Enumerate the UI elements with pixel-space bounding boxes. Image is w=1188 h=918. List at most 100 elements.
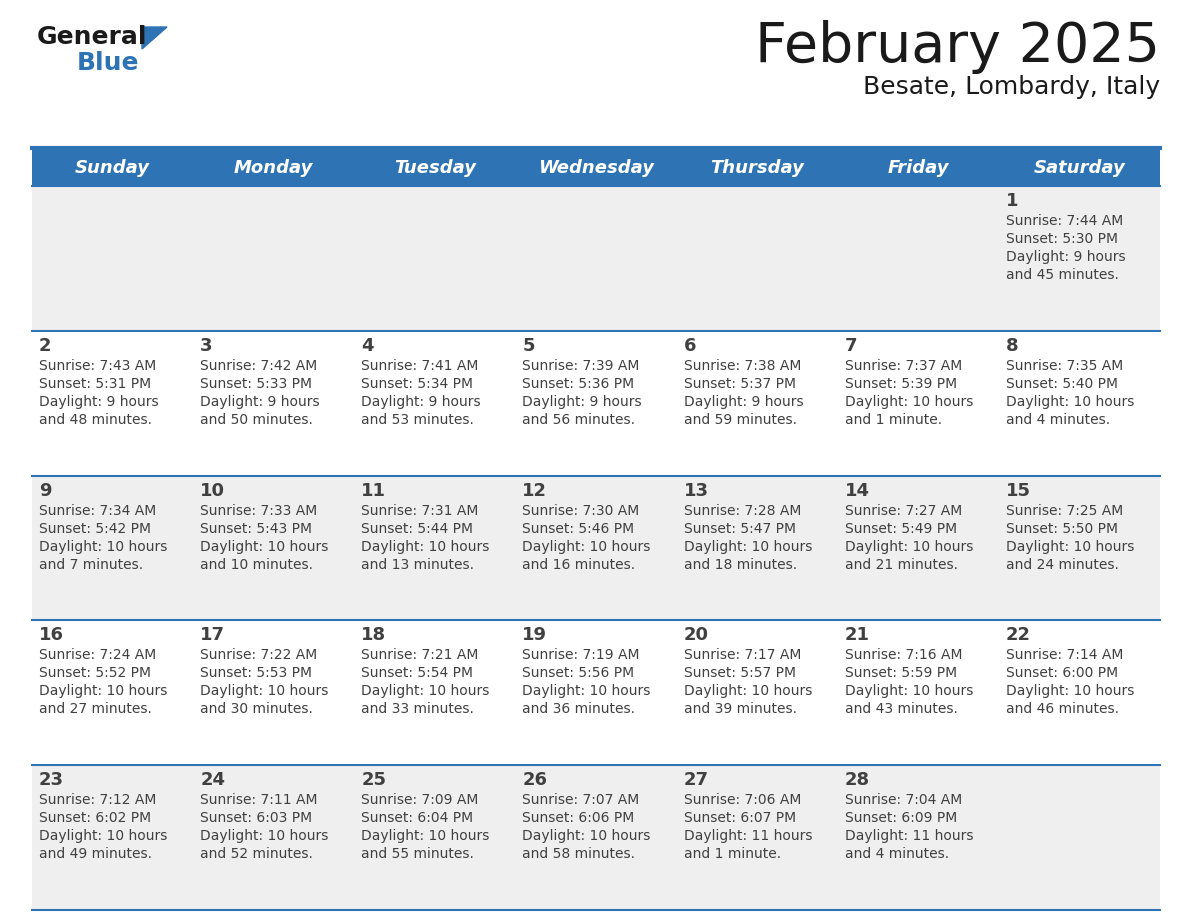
Text: 1: 1 bbox=[1006, 192, 1018, 210]
Text: Sunrise: 7:07 AM: Sunrise: 7:07 AM bbox=[523, 793, 639, 807]
Text: Daylight: 10 hours: Daylight: 10 hours bbox=[200, 540, 329, 554]
Text: Sunset: 5:50 PM: Sunset: 5:50 PM bbox=[1006, 521, 1118, 535]
Text: 14: 14 bbox=[845, 482, 870, 499]
Text: Sunrise: 7:39 AM: Sunrise: 7:39 AM bbox=[523, 359, 640, 373]
Text: and 58 minutes.: and 58 minutes. bbox=[523, 847, 636, 861]
Text: Sunset: 5:33 PM: Sunset: 5:33 PM bbox=[200, 376, 312, 391]
Text: 25: 25 bbox=[361, 771, 386, 789]
Text: Sunset: 5:44 PM: Sunset: 5:44 PM bbox=[361, 521, 473, 535]
Text: Daylight: 9 hours: Daylight: 9 hours bbox=[1006, 250, 1125, 264]
Text: Sunrise: 7:25 AM: Sunrise: 7:25 AM bbox=[1006, 504, 1123, 518]
Text: Wednesday: Wednesday bbox=[538, 159, 655, 177]
Bar bbox=[677, 150, 838, 186]
Text: and 46 minutes.: and 46 minutes. bbox=[1006, 702, 1119, 716]
Text: Sunset: 5:53 PM: Sunset: 5:53 PM bbox=[200, 666, 312, 680]
Text: Daylight: 10 hours: Daylight: 10 hours bbox=[1006, 395, 1135, 409]
Text: General: General bbox=[37, 25, 147, 49]
Text: 20: 20 bbox=[683, 626, 708, 644]
Text: 26: 26 bbox=[523, 771, 548, 789]
Text: and 43 minutes.: and 43 minutes. bbox=[845, 702, 958, 716]
Text: Sunrise: 7:44 AM: Sunrise: 7:44 AM bbox=[1006, 214, 1123, 228]
Text: and 45 minutes.: and 45 minutes. bbox=[1006, 268, 1119, 282]
Text: Sunrise: 7:04 AM: Sunrise: 7:04 AM bbox=[845, 793, 962, 807]
Bar bbox=[516, 150, 677, 186]
Text: 4: 4 bbox=[361, 337, 374, 354]
Text: and 16 minutes.: and 16 minutes. bbox=[523, 557, 636, 572]
Text: and 36 minutes.: and 36 minutes. bbox=[523, 702, 636, 716]
Text: Sunrise: 7:12 AM: Sunrise: 7:12 AM bbox=[39, 793, 157, 807]
Text: Daylight: 10 hours: Daylight: 10 hours bbox=[845, 395, 973, 409]
Text: and 10 minutes.: and 10 minutes. bbox=[200, 557, 314, 572]
Text: Saturday: Saturday bbox=[1034, 159, 1125, 177]
Text: 18: 18 bbox=[361, 626, 386, 644]
Bar bbox=[32, 476, 1159, 621]
Text: Sunset: 5:57 PM: Sunset: 5:57 PM bbox=[683, 666, 796, 680]
Text: and 1 minute.: and 1 minute. bbox=[845, 413, 942, 427]
Text: Sunrise: 7:35 AM: Sunrise: 7:35 AM bbox=[1006, 359, 1123, 373]
Text: 9: 9 bbox=[39, 482, 51, 499]
Text: Friday: Friday bbox=[887, 159, 949, 177]
Text: 21: 21 bbox=[845, 626, 870, 644]
Text: Sunrise: 7:42 AM: Sunrise: 7:42 AM bbox=[200, 359, 317, 373]
Text: Daylight: 10 hours: Daylight: 10 hours bbox=[39, 540, 168, 554]
Text: Daylight: 10 hours: Daylight: 10 hours bbox=[39, 829, 168, 844]
Text: Sunrise: 7:22 AM: Sunrise: 7:22 AM bbox=[200, 648, 317, 663]
Bar bbox=[354, 150, 516, 186]
Text: Sunset: 6:04 PM: Sunset: 6:04 PM bbox=[361, 812, 473, 825]
Text: Sunset: 5:59 PM: Sunset: 5:59 PM bbox=[845, 666, 956, 680]
Text: Sunset: 5:43 PM: Sunset: 5:43 PM bbox=[200, 521, 312, 535]
Text: Sunset: 5:47 PM: Sunset: 5:47 PM bbox=[683, 521, 796, 535]
Text: Daylight: 10 hours: Daylight: 10 hours bbox=[361, 829, 489, 844]
Text: Daylight: 10 hours: Daylight: 10 hours bbox=[361, 540, 489, 554]
Bar bbox=[32, 766, 1159, 910]
Text: and 53 minutes.: and 53 minutes. bbox=[361, 413, 474, 427]
Text: Tuesday: Tuesday bbox=[394, 159, 476, 177]
Text: Sunset: 5:31 PM: Sunset: 5:31 PM bbox=[39, 376, 151, 391]
Text: Sunrise: 7:21 AM: Sunrise: 7:21 AM bbox=[361, 648, 479, 663]
Text: Daylight: 9 hours: Daylight: 9 hours bbox=[361, 395, 481, 409]
Text: 16: 16 bbox=[39, 626, 64, 644]
Text: Daylight: 11 hours: Daylight: 11 hours bbox=[845, 829, 973, 844]
Text: 10: 10 bbox=[200, 482, 226, 499]
Text: Sunset: 5:40 PM: Sunset: 5:40 PM bbox=[1006, 376, 1118, 391]
Text: Daylight: 10 hours: Daylight: 10 hours bbox=[39, 685, 168, 699]
Text: Daylight: 10 hours: Daylight: 10 hours bbox=[200, 685, 329, 699]
Text: Sunset: 5:46 PM: Sunset: 5:46 PM bbox=[523, 521, 634, 535]
Text: and 13 minutes.: and 13 minutes. bbox=[361, 557, 474, 572]
Text: Sunset: 5:52 PM: Sunset: 5:52 PM bbox=[39, 666, 151, 680]
Text: and 56 minutes.: and 56 minutes. bbox=[523, 413, 636, 427]
Text: Sunset: 5:30 PM: Sunset: 5:30 PM bbox=[1006, 232, 1118, 246]
Text: Sunrise: 7:34 AM: Sunrise: 7:34 AM bbox=[39, 504, 157, 518]
Text: and 49 minutes.: and 49 minutes. bbox=[39, 847, 152, 861]
Text: Sunset: 6:03 PM: Sunset: 6:03 PM bbox=[200, 812, 312, 825]
Text: Daylight: 10 hours: Daylight: 10 hours bbox=[361, 685, 489, 699]
Text: Sunset: 5:54 PM: Sunset: 5:54 PM bbox=[361, 666, 473, 680]
Text: and 48 minutes.: and 48 minutes. bbox=[39, 413, 152, 427]
Text: Sunrise: 7:43 AM: Sunrise: 7:43 AM bbox=[39, 359, 157, 373]
Text: Sunrise: 7:31 AM: Sunrise: 7:31 AM bbox=[361, 504, 479, 518]
Text: Daylight: 9 hours: Daylight: 9 hours bbox=[683, 395, 803, 409]
Text: and 30 minutes.: and 30 minutes. bbox=[200, 702, 312, 716]
Text: Sunset: 5:49 PM: Sunset: 5:49 PM bbox=[845, 521, 956, 535]
Bar bbox=[194, 150, 354, 186]
Text: 28: 28 bbox=[845, 771, 870, 789]
Bar bbox=[32, 186, 1159, 330]
Text: Sunrise: 7:19 AM: Sunrise: 7:19 AM bbox=[523, 648, 640, 663]
Text: 17: 17 bbox=[200, 626, 226, 644]
Text: Sunrise: 7:41 AM: Sunrise: 7:41 AM bbox=[361, 359, 479, 373]
Text: Sunrise: 7:37 AM: Sunrise: 7:37 AM bbox=[845, 359, 962, 373]
Text: Daylight: 10 hours: Daylight: 10 hours bbox=[523, 685, 651, 699]
Text: Sunrise: 7:17 AM: Sunrise: 7:17 AM bbox=[683, 648, 801, 663]
Text: 22: 22 bbox=[1006, 626, 1031, 644]
Text: Sunset: 5:34 PM: Sunset: 5:34 PM bbox=[361, 376, 473, 391]
Text: Daylight: 10 hours: Daylight: 10 hours bbox=[523, 540, 651, 554]
Text: Sunset: 5:39 PM: Sunset: 5:39 PM bbox=[845, 376, 956, 391]
Text: and 4 minutes.: and 4 minutes. bbox=[845, 847, 949, 861]
Text: 5: 5 bbox=[523, 337, 535, 354]
Text: 8: 8 bbox=[1006, 337, 1018, 354]
Text: Sunrise: 7:33 AM: Sunrise: 7:33 AM bbox=[200, 504, 317, 518]
Text: Sunrise: 7:16 AM: Sunrise: 7:16 AM bbox=[845, 648, 962, 663]
Text: and 1 minute.: and 1 minute. bbox=[683, 847, 781, 861]
Text: Daylight: 9 hours: Daylight: 9 hours bbox=[200, 395, 320, 409]
Text: and 21 minutes.: and 21 minutes. bbox=[845, 557, 958, 572]
